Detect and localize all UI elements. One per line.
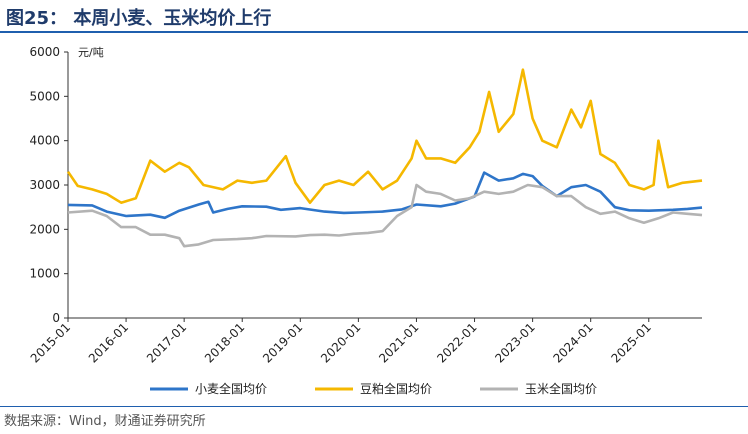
y-tick-label: 4000: [29, 134, 60, 148]
title-rule: [0, 31, 748, 33]
legend-label-3: 玉米全国均价: [525, 381, 597, 396]
chart-legend: 小麦全国均价 豆粕全国均价 玉米全国均价: [150, 381, 597, 396]
x-tick-label: 2019-01: [260, 320, 305, 365]
y-tick-label: 5000: [29, 89, 60, 103]
figure-title: 图25： 本周小麦、玉米均价上行: [6, 8, 272, 29]
x-tick-label: 2022-01: [434, 320, 479, 365]
x-tick-label: 2020-01: [318, 320, 363, 365]
x-tick-label: 2015-01: [28, 320, 73, 365]
x-tick-label: 2016-01: [86, 320, 131, 365]
legend-label-1: 小麦全国均价: [195, 381, 267, 396]
y-tick-label: 0: [52, 311, 60, 325]
x-tick-label: 2017-01: [144, 320, 189, 365]
x-tick-label: 2021-01: [376, 320, 421, 365]
source-note: 数据来源：Wind，财通证券研究所: [4, 414, 206, 429]
footer-rule: [0, 406, 748, 407]
y-tick-label: 3000: [29, 178, 60, 192]
line-chart: 元/吨 0 1000 2000 3000 4000 5000 6000 2015-01 2016…: [28, 45, 703, 396]
x-tick-label: 2024-01: [550, 320, 595, 365]
chart-axes: 0 1000 2000 3000 4000 5000 6000 2015-01 2016-01 2…: [28, 45, 702, 366]
series-line-2: [66, 68, 703, 204]
y-tick-label: 6000: [29, 45, 60, 59]
x-tick-label: 2023-01: [492, 320, 537, 365]
plot-lines: [66, 68, 703, 248]
y-axis-unit-label: 元/吨: [78, 46, 104, 59]
x-tick-label: 2025-01: [609, 320, 654, 365]
x-tick-label: 2018-01: [202, 320, 247, 365]
y-tick-label: 2000: [29, 222, 60, 236]
y-tick-label: 1000: [29, 267, 60, 281]
series-line-1: [67, 171, 703, 220]
series-line-3: [67, 183, 703, 248]
legend-label-2: 豆粕全国均价: [360, 381, 432, 396]
